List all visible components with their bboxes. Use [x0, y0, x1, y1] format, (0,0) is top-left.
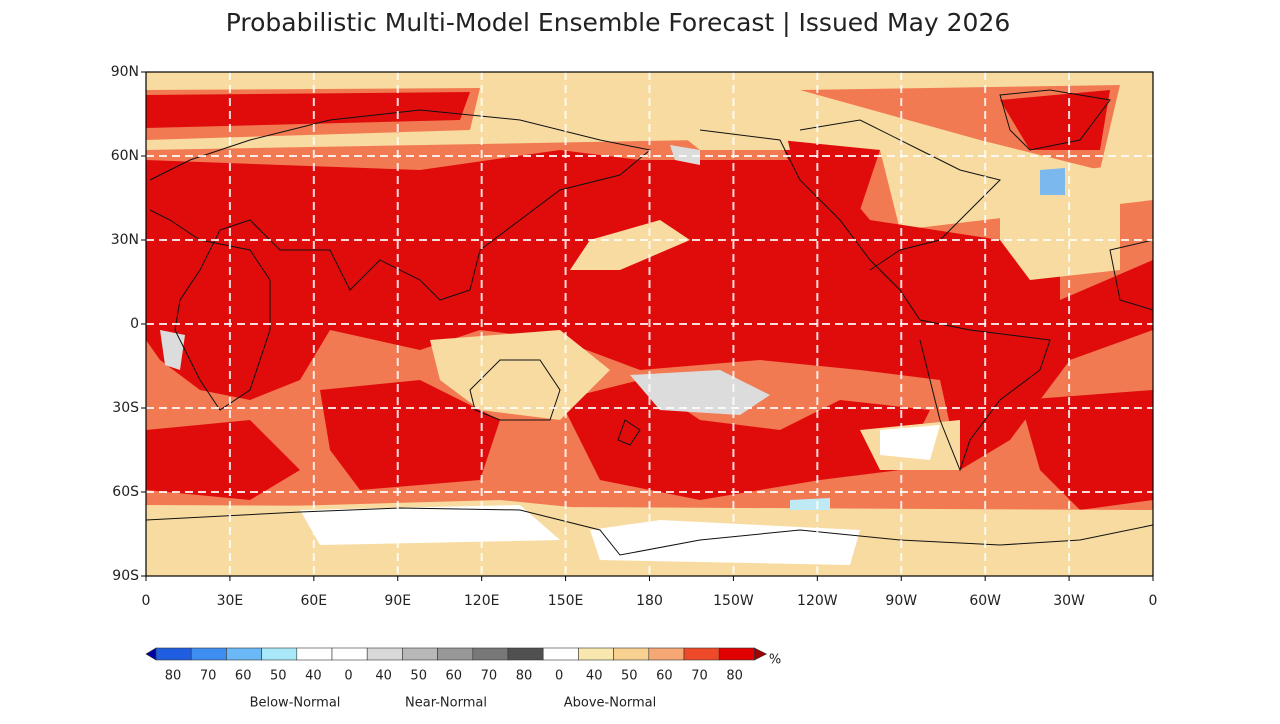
- colorbar-segment: [366, 647, 403, 661]
- colorbar-label: 70: [691, 669, 708, 684]
- lat-label: 90S: [112, 568, 139, 584]
- colorbar-segment: [437, 647, 474, 661]
- lon-label: 60W: [969, 593, 1001, 609]
- colorbar-segment: [507, 647, 544, 661]
- lon-label: 30E: [217, 593, 244, 609]
- colorbar-unit: %: [769, 653, 781, 668]
- lon-label: 0: [142, 593, 151, 609]
- colorbar-label: 50: [410, 669, 427, 684]
- category-label: Below-Normal: [250, 696, 341, 711]
- colorbar-label: 40: [305, 669, 322, 684]
- colorbar-label: 80: [726, 669, 743, 684]
- lon-label: 60E: [300, 593, 327, 609]
- lon-label: 90E: [384, 593, 411, 609]
- colorbar-label: 70: [200, 669, 217, 684]
- colorbar-arrow-low: [145, 647, 157, 661]
- colorbar-segment: [718, 647, 755, 661]
- colorbar: 80 70 60 50 40 0 40 50 60 70 80 0 40 50 60 70 80% Below-N…: [145, 647, 781, 711]
- colorbar-segment: [296, 647, 333, 661]
- category-label: Above-Normal: [564, 696, 657, 711]
- title: Probabilistic Multi-Model Ensemble Forec…: [226, 8, 1011, 37]
- colorbar-label: 0: [344, 669, 352, 684]
- colorbar-label: 40: [375, 669, 392, 684]
- lat-label: 60S: [112, 484, 139, 500]
- graticule: [146, 72, 1153, 576]
- lat-label: 30S: [112, 400, 139, 416]
- colorbar-label: 60: [446, 669, 463, 684]
- lon-label: 90W: [885, 593, 917, 609]
- colorbar-segment: [542, 647, 579, 661]
- lon-label: 150W: [713, 593, 754, 609]
- colorbar-label: 0: [555, 669, 563, 684]
- lat-label: 60N: [111, 148, 139, 164]
- colorbar-segment: [402, 647, 438, 661]
- colorbar-label: 40: [586, 669, 603, 684]
- colorbar-arrow-high: [754, 647, 768, 661]
- lat-label: 0: [130, 316, 139, 332]
- lat-label: 90N: [111, 64, 139, 80]
- map: [146, 72, 1153, 576]
- lon-label: 120E: [464, 593, 500, 609]
- below-normal-areas: [790, 168, 1065, 510]
- colorbar-segment: [331, 647, 368, 661]
- coastlines: [146, 89, 1153, 556]
- colorbar-segment: [578, 647, 614, 661]
- lon-label: 30W: [1053, 593, 1085, 609]
- lon-label: 180: [636, 593, 663, 609]
- colorbar-segment: [155, 647, 192, 661]
- lon-label: 120W: [797, 593, 838, 609]
- colorbar-segment: [613, 647, 650, 661]
- colorbar-label: 60: [235, 669, 252, 684]
- colorbar-label: 60: [656, 669, 673, 684]
- colorbar-label: 70: [481, 669, 498, 684]
- category-label: Near-Normal: [405, 696, 487, 711]
- colorbar-segment: [226, 647, 262, 661]
- colorbar-label: 80: [516, 669, 533, 684]
- lon-label: 0: [1149, 593, 1158, 609]
- colorbar-segment: [683, 647, 720, 661]
- colorbar-segment: [190, 647, 227, 661]
- colorbar-segment: [261, 647, 298, 661]
- lat-label: 30N: [111, 232, 139, 248]
- lon-label: 150E: [548, 593, 584, 609]
- colorbar-segment: [472, 647, 509, 661]
- colorbar-label: 50: [270, 669, 287, 684]
- colorbar-segment: [648, 647, 685, 661]
- colorbar-label: 80: [165, 669, 182, 684]
- colorbar-label: 50: [621, 669, 638, 684]
